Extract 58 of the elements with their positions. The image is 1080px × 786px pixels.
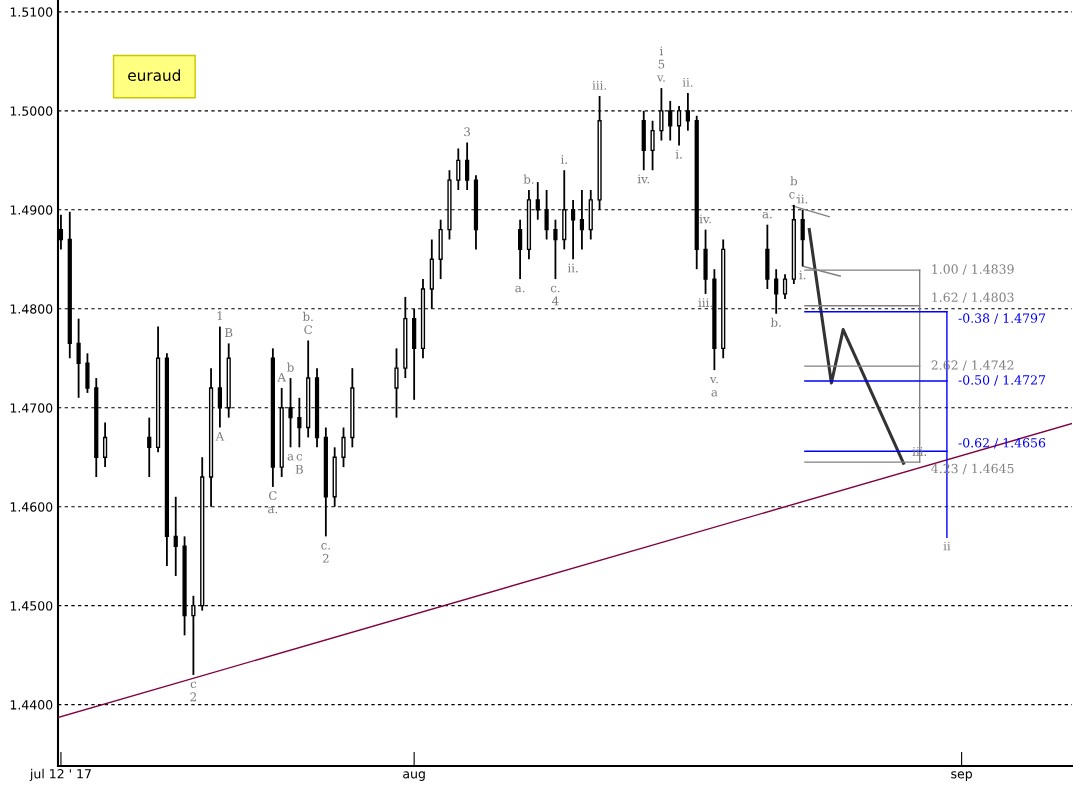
annotation: C: [304, 325, 312, 335]
annotation: b.: [302, 311, 313, 321]
annotation: c.: [550, 285, 560, 293]
annotation: v.: [709, 376, 718, 384]
y-tick-label: 1.5100: [10, 7, 53, 17]
data-label: 1.00 / 1.4839: [932, 264, 1014, 275]
x-tick-label: sep: [951, 771, 973, 781]
annotation: 5: [658, 59, 665, 69]
annotation: 3: [464, 127, 471, 137]
annotation: iv.: [637, 174, 650, 184]
y-tick-label: 1.4400: [10, 700, 53, 710]
annotation: c.: [321, 543, 330, 550]
annotation: v.: [656, 75, 665, 82]
y-tick-label: 1.4600: [10, 502, 53, 512]
annotation: b.: [523, 174, 534, 184]
annotation: C: [269, 491, 277, 501]
x-tick-label: jul 12 ' 17: [29, 768, 91, 781]
annotation: c: [296, 454, 303, 461]
annotation: b: [790, 176, 798, 186]
annotation: B: [225, 328, 233, 337]
annotation: A: [215, 431, 225, 441]
annotation: ii: [943, 541, 951, 551]
annotation: A: [277, 372, 287, 382]
data-label: -0.62 / 1.4656: [958, 438, 1046, 449]
annotation: a.: [515, 285, 525, 293]
annotation: a.: [268, 506, 278, 514]
text: euraud: [128, 69, 180, 82]
annotation: iii.: [698, 298, 712, 308]
annotation: iii.: [592, 80, 607, 90]
annotation: i.: [799, 270, 806, 280]
x-tick-label: aug: [403, 771, 425, 781]
annotation: c: [190, 681, 197, 689]
data-label: -0.50 / 1.4727: [958, 375, 1046, 386]
annotation: a.: [762, 211, 772, 219]
annotation: ii.: [567, 263, 578, 273]
annotation: i: [659, 46, 664, 56]
annotation: B: [295, 464, 303, 474]
annotation: 2: [322, 553, 329, 563]
annotation: a: [711, 390, 718, 397]
y-tick-label: 1.5000: [10, 106, 53, 116]
annotation: 2: [190, 692, 196, 702]
annotation: 4: [552, 296, 559, 306]
annotation: iv.: [699, 214, 711, 224]
data-label: -0.38 / 1.4797: [958, 313, 1046, 324]
annotation: a: [287, 454, 294, 461]
annotation: ii.: [797, 194, 808, 204]
y-tick-label: 1.4900: [10, 205, 53, 215]
annotation: i.: [675, 149, 682, 159]
annotation: ii.: [682, 77, 693, 87]
annotation: i.: [560, 155, 567, 164]
annotation: c.: [789, 192, 798, 199]
data-label: 1.62 / 1.4803: [932, 292, 1014, 303]
y-tick-label: 1.4800: [10, 304, 53, 314]
annotation: b: [287, 362, 294, 372]
y-tick-label: 1.4700: [10, 403, 53, 413]
annotation: 1: [217, 311, 222, 321]
y-tick-label: 1.4500: [10, 601, 53, 611]
annotation: b.: [770, 317, 781, 327]
